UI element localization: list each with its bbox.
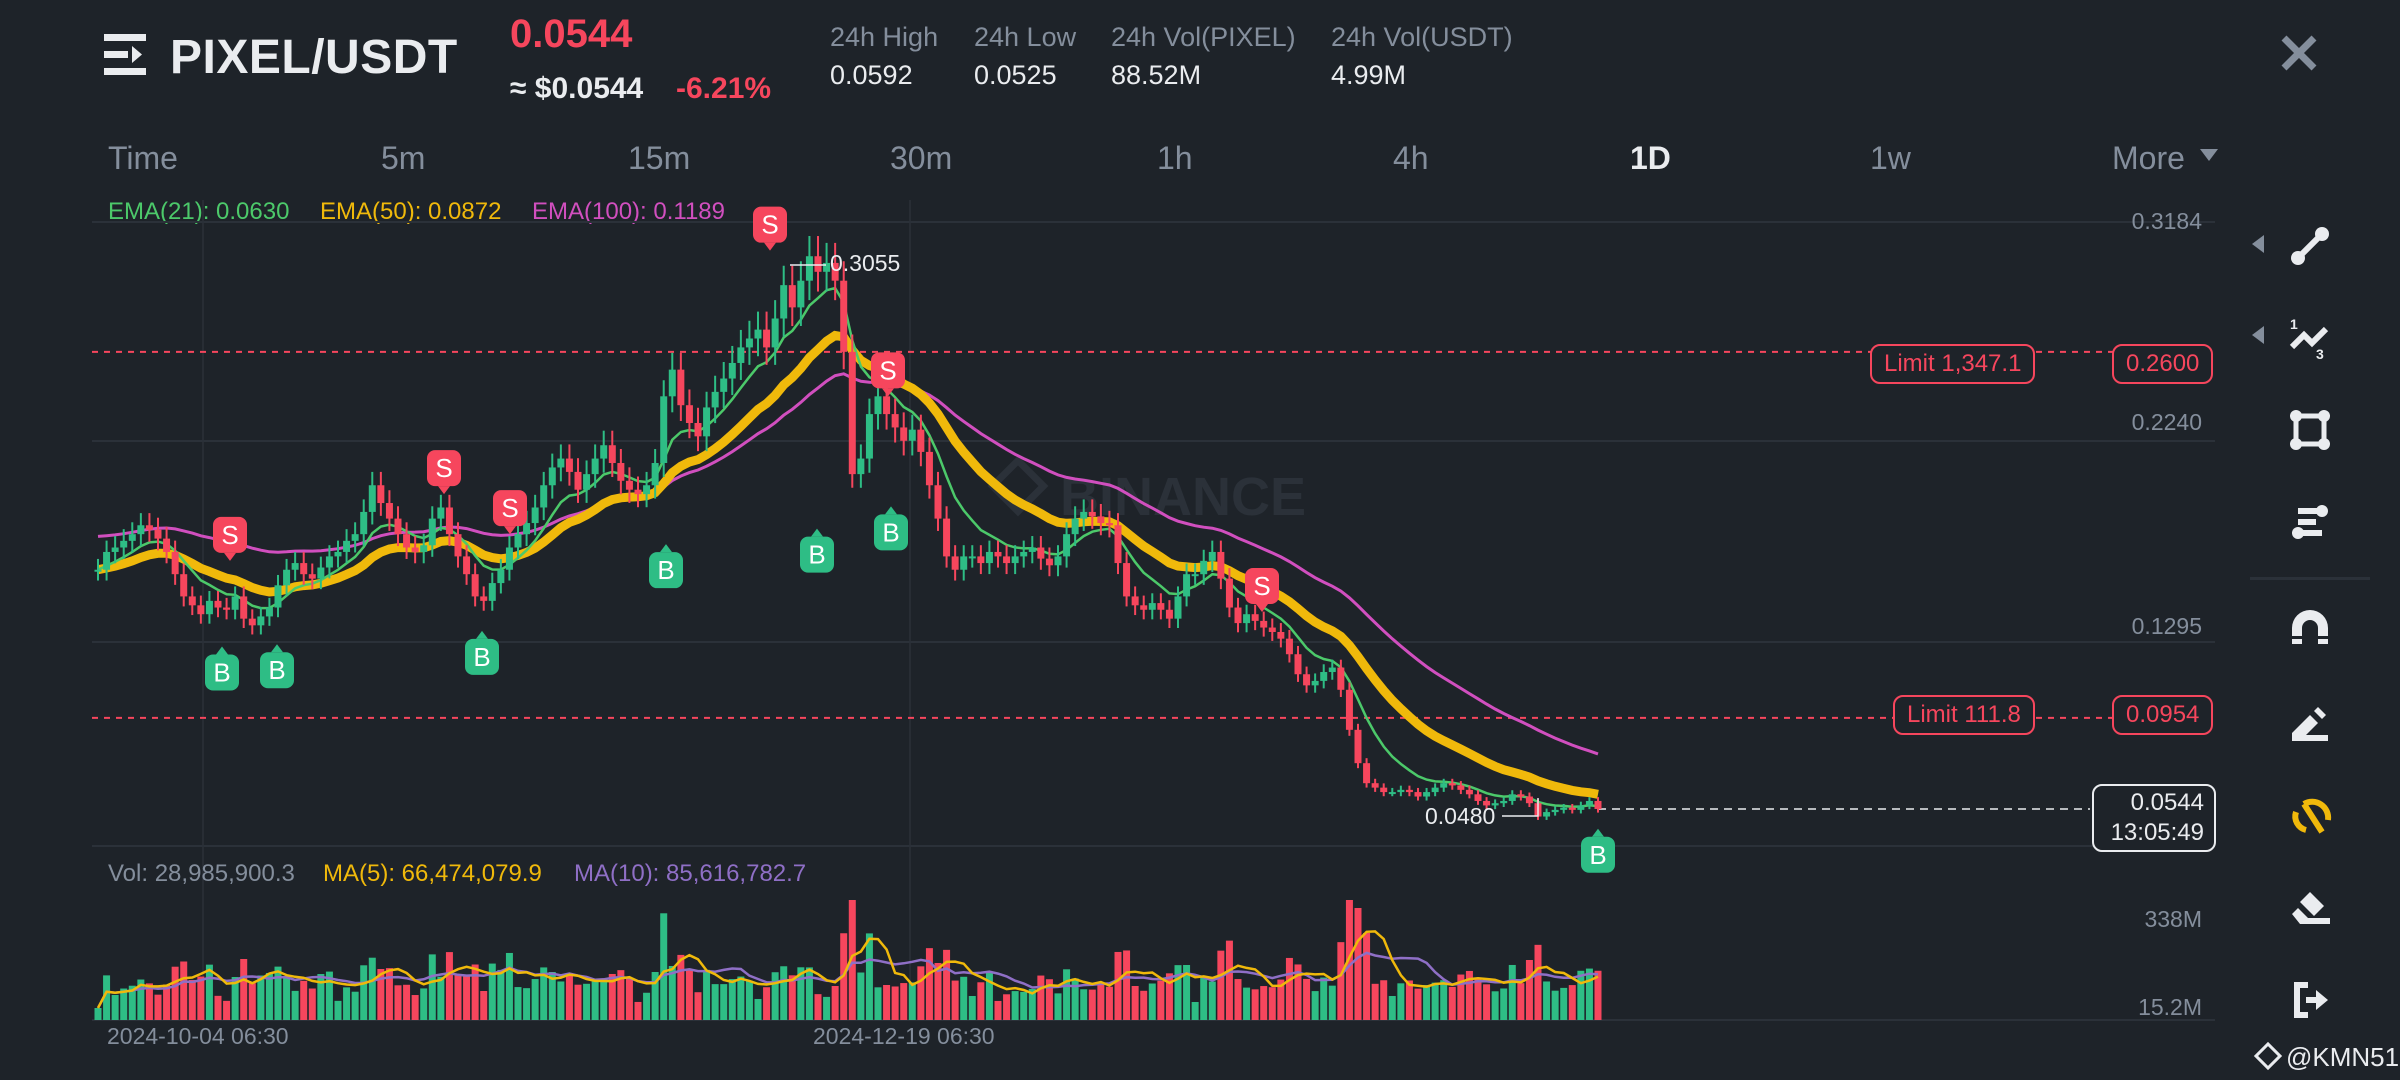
- parallel-lines-icon[interactable]: [2286, 498, 2334, 546]
- volume-ma10-legend: MA(10): 85,616,782.7: [574, 860, 807, 887]
- date-axis-label: 2024-10-04 06:30: [107, 1023, 289, 1049]
- tab-4h[interactable]: 4h: [1393, 140, 1429, 176]
- ema50-legend: EMA(50): 0.0872: [320, 198, 502, 225]
- svg-text:S: S: [1253, 571, 1270, 601]
- candle-countdown: 13:05:49: [2110, 819, 2204, 846]
- tab-15m[interactable]: 15m: [628, 140, 691, 176]
- svg-text:B: B: [473, 642, 490, 672]
- tab-1w[interactable]: 1w: [1870, 140, 1911, 176]
- tab-1d[interactable]: 1D: [1630, 140, 1671, 176]
- hide-drawings-icon[interactable]: [2286, 790, 2334, 838]
- expand-arrow-icon[interactable]: [2252, 326, 2264, 344]
- approx-usd-price: ≈ $0.0544: [510, 72, 644, 105]
- volume-axis-tick: 15.2M: [2138, 994, 2202, 1020]
- current-price-tag: 0.0544 13:05:49: [2092, 784, 2216, 852]
- tab-more-label: More: [2112, 140, 2185, 176]
- volume-axis-tick: 338M: [2144, 906, 2202, 932]
- rectangle-icon[interactable]: [2286, 406, 2334, 454]
- last-price: 0.0544: [510, 12, 633, 56]
- svg-text:S: S: [435, 453, 452, 483]
- stat-24h-high-value: 0.0592: [830, 60, 913, 90]
- svg-text:1: 1: [2290, 316, 2298, 332]
- svg-text:B: B: [882, 517, 899, 547]
- magnet-icon[interactable]: [2286, 604, 2334, 652]
- svg-text:S: S: [221, 520, 238, 550]
- current-price: 0.0544: [2130, 789, 2204, 816]
- svg-text:S: S: [501, 493, 518, 523]
- chevron-down-icon: [2199, 148, 2218, 161]
- volume-legend: Vol: 28,985,900.3: [108, 860, 295, 887]
- svg-text:B: B: [808, 540, 825, 570]
- close-icon[interactable]: [2276, 30, 2322, 76]
- tab-5m[interactable]: 5m: [381, 140, 426, 176]
- svg-text:3: 3: [2316, 346, 2324, 361]
- stat-24h-vol-base-value: 88.52M: [1111, 60, 1202, 90]
- tab-more[interactable]: More: [2112, 140, 2218, 177]
- ema100-legend: EMA(100): 0.1189: [532, 198, 725, 225]
- stat-24h-vol-quote-value: 4.99M: [1331, 60, 1407, 90]
- svg-text:B: B: [268, 655, 285, 685]
- volume-ma5-legend: MA(5): 66,474,079.9: [323, 860, 542, 887]
- price-axis-tick: 0.3184: [2131, 208, 2202, 234]
- binance-logo-icon: [2253, 1041, 2283, 1071]
- date-axis-label: 2024-12-19 06:30: [813, 1023, 995, 1049]
- pencil-icon[interactable]: [2286, 697, 2334, 745]
- tab-30m[interactable]: 30m: [890, 140, 953, 176]
- stat-24h-high-label: 24h High: [830, 22, 939, 52]
- limit-order-price[interactable]: 0.0954: [2112, 695, 2214, 735]
- tab-time[interactable]: Time: [108, 140, 178, 176]
- period-low-label: 0.0480: [1425, 803, 1496, 829]
- svg-text:B: B: [1589, 840, 1606, 870]
- user-tag: @KMN51: [2253, 1041, 2400, 1073]
- exit-icon[interactable]: [2286, 976, 2334, 1024]
- svg-text:S: S: [879, 355, 896, 385]
- change-percent: -6.21%: [676, 72, 772, 105]
- period-high-label: 0.3055: [830, 250, 901, 276]
- svg-text:S: S: [761, 210, 778, 240]
- tab-1h[interactable]: 1h: [1157, 140, 1193, 176]
- user-handle: @KMN51: [2286, 1042, 2400, 1072]
- stat-24h-low-label: 24h Low: [974, 22, 1077, 52]
- toolbar-divider: [2250, 577, 2370, 580]
- pair-title[interactable]: PIXEL/USDT: [170, 31, 458, 84]
- eraser-icon[interactable]: [2286, 884, 2334, 932]
- limit-order-label[interactable]: Limit 111.8: [1893, 695, 2035, 735]
- svg-text:B: B: [657, 555, 674, 585]
- stat-24h-vol-quote-label: 24h Vol(USDT): [1331, 22, 1513, 52]
- stat-24h-vol-base-label: 24h Vol(PIXEL): [1111, 22, 1296, 52]
- price-axis-tick: 0.2240: [2131, 409, 2202, 435]
- price-axis-tick: 0.1295: [2131, 613, 2202, 639]
- limit-order-label[interactable]: Limit 1,347.1: [1870, 344, 2036, 384]
- fibonacci-icon[interactable]: 1 3: [2286, 313, 2334, 361]
- limit-order-price[interactable]: 0.2600: [2112, 344, 2214, 384]
- menu-icon[interactable]: [104, 34, 150, 76]
- expand-arrow-icon[interactable]: [2252, 235, 2264, 253]
- svg-text:B: B: [213, 657, 230, 687]
- ema21-legend: EMA(21): 0.0630: [108, 198, 290, 225]
- trend-line-icon[interactable]: [2286, 222, 2334, 270]
- stat-24h-low-value: 0.0525: [974, 60, 1057, 90]
